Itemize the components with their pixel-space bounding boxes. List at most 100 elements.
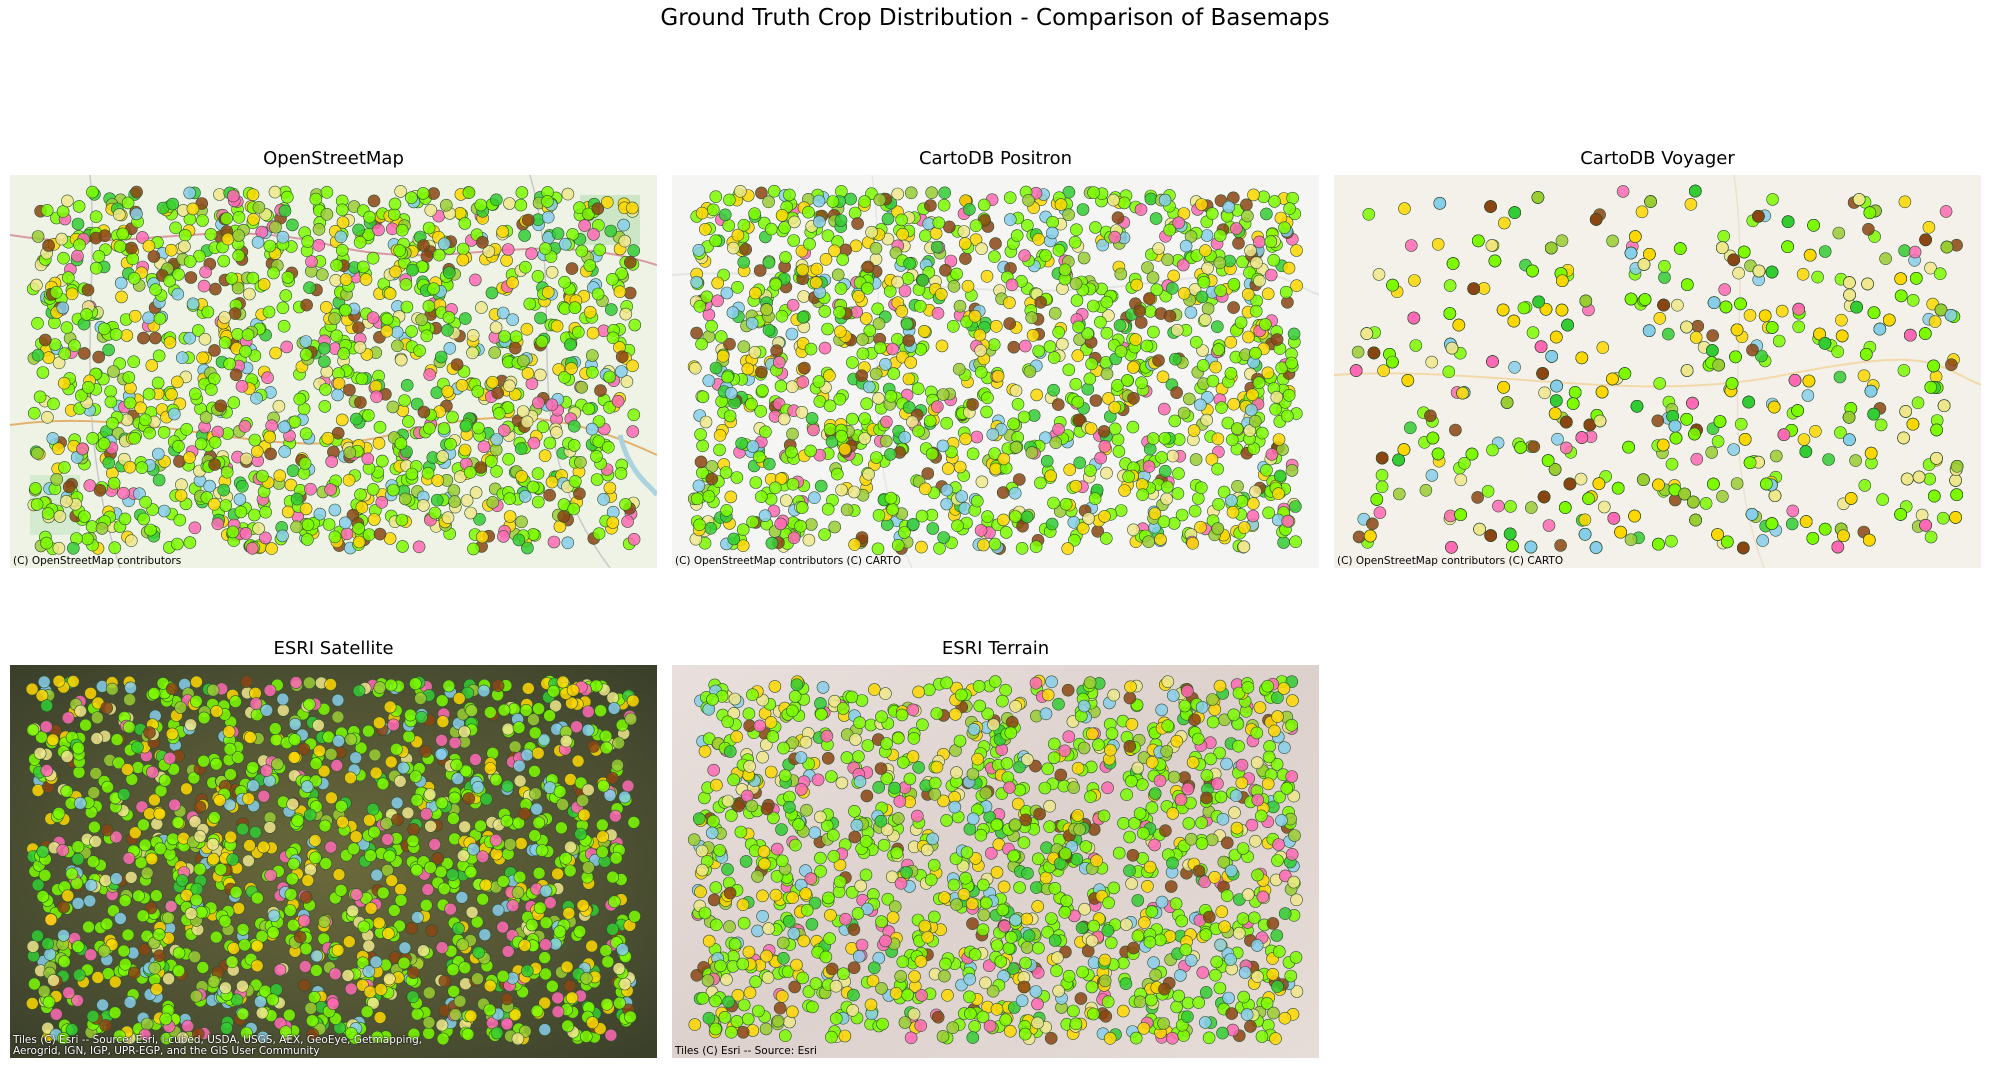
crop-point bbox=[471, 385, 485, 398]
crop-point bbox=[92, 250, 106, 263]
crop-point bbox=[874, 341, 887, 355]
crop-point bbox=[514, 442, 528, 456]
crop-point bbox=[144, 523, 157, 537]
crop-point bbox=[1715, 241, 1729, 254]
crop-point bbox=[1445, 540, 1458, 554]
crop-point bbox=[1082, 512, 1095, 525]
crop-point bbox=[1684, 197, 1698, 211]
crop-point bbox=[1725, 377, 1739, 390]
crop-point bbox=[488, 346, 502, 359]
crop-point bbox=[858, 412, 871, 425]
crop-point bbox=[1072, 320, 1085, 334]
crop-point bbox=[57, 251, 70, 265]
crop-point bbox=[515, 470, 528, 483]
crop-point bbox=[423, 421, 436, 435]
crop-point bbox=[1118, 484, 1131, 497]
crop-point bbox=[1945, 358, 1958, 371]
crop-point bbox=[753, 450, 766, 464]
crop-point bbox=[502, 452, 515, 466]
crop-point bbox=[1081, 327, 1094, 340]
crop-point bbox=[509, 330, 523, 343]
crop-point bbox=[273, 469, 287, 483]
attribution-text: (C) OpenStreetMap contributors bbox=[13, 555, 182, 567]
crop-point bbox=[1212, 343, 1225, 356]
crop-point bbox=[1010, 229, 1024, 242]
crop-point bbox=[1392, 453, 1405, 467]
crop-point bbox=[1532, 295, 1545, 309]
crop-point bbox=[1008, 486, 1022, 500]
crop-point bbox=[1045, 517, 1059, 531]
crop-point bbox=[961, 279, 975, 293]
crop-point bbox=[1409, 339, 1423, 352]
crop-point bbox=[533, 368, 547, 382]
crop-point bbox=[1618, 367, 1632, 380]
crop-point bbox=[235, 380, 249, 393]
crop-point bbox=[543, 436, 557, 450]
crop-point bbox=[1084, 422, 1098, 435]
crop-point bbox=[997, 452, 1011, 466]
crop-point bbox=[621, 515, 634, 528]
crop-point bbox=[81, 283, 95, 297]
crop-point bbox=[1426, 431, 1440, 445]
crop-point bbox=[223, 357, 236, 371]
crop-point bbox=[1375, 451, 1389, 465]
crop-point bbox=[264, 447, 277, 461]
crop-point bbox=[1225, 494, 1238, 507]
crop-point bbox=[1796, 268, 1810, 281]
crop-point bbox=[1196, 359, 1210, 372]
crop-point bbox=[41, 411, 54, 424]
crop-point bbox=[891, 538, 905, 552]
crop-point bbox=[1063, 463, 1077, 477]
crop-point bbox=[420, 329, 434, 343]
crop-point bbox=[1465, 447, 1479, 461]
crop-point bbox=[1689, 331, 1703, 344]
crop-point bbox=[388, 197, 402, 211]
crop-point bbox=[398, 492, 412, 506]
crop-point bbox=[869, 242, 883, 255]
crop-points bbox=[687, 184, 1303, 556]
crop-point bbox=[1690, 452, 1704, 466]
crop-point bbox=[1818, 522, 1832, 536]
crop-point bbox=[60, 321, 74, 334]
crop-point bbox=[1045, 226, 1059, 240]
crop-point bbox=[808, 491, 821, 505]
crop-point bbox=[940, 483, 954, 497]
crop-point bbox=[1443, 307, 1457, 320]
panel-title: OpenStreetMap bbox=[263, 148, 404, 169]
crop-point bbox=[1222, 200, 1236, 214]
crop-point bbox=[787, 234, 800, 247]
crop-point bbox=[1248, 414, 1262, 428]
crop-point bbox=[1039, 249, 1052, 262]
crop-point bbox=[1425, 355, 1438, 369]
crop-point bbox=[171, 287, 185, 301]
crop-point bbox=[1140, 339, 1154, 353]
crop-point bbox=[515, 186, 529, 199]
crop-point bbox=[518, 490, 532, 503]
crop-point bbox=[796, 375, 810, 389]
crop-point bbox=[89, 767, 103, 780]
crop-point bbox=[981, 391, 994, 405]
crop-point bbox=[727, 532, 741, 546]
crop-point bbox=[699, 415, 713, 429]
crop-point bbox=[591, 202, 605, 216]
crop-point bbox=[541, 286, 555, 299]
crop-point bbox=[124, 381, 137, 395]
crop-point bbox=[239, 345, 252, 358]
crop-point bbox=[1894, 508, 1907, 521]
crop-point bbox=[1136, 488, 1149, 502]
crop-point bbox=[1237, 521, 1251, 534]
crop-point bbox=[198, 332, 212, 346]
crop-point bbox=[730, 471, 744, 484]
crop-point bbox=[1098, 439, 1112, 453]
crop-point bbox=[1211, 522, 1225, 535]
crop-point bbox=[1071, 349, 1085, 362]
crop-point bbox=[208, 344, 221, 357]
crop-point bbox=[884, 390, 898, 403]
crop-point bbox=[693, 300, 707, 313]
crop-point bbox=[795, 406, 809, 419]
crop-point bbox=[1211, 462, 1224, 476]
crop-point bbox=[745, 397, 758, 411]
crop-point bbox=[737, 218, 751, 232]
crop-point bbox=[246, 761, 259, 774]
crop-point bbox=[696, 390, 710, 404]
